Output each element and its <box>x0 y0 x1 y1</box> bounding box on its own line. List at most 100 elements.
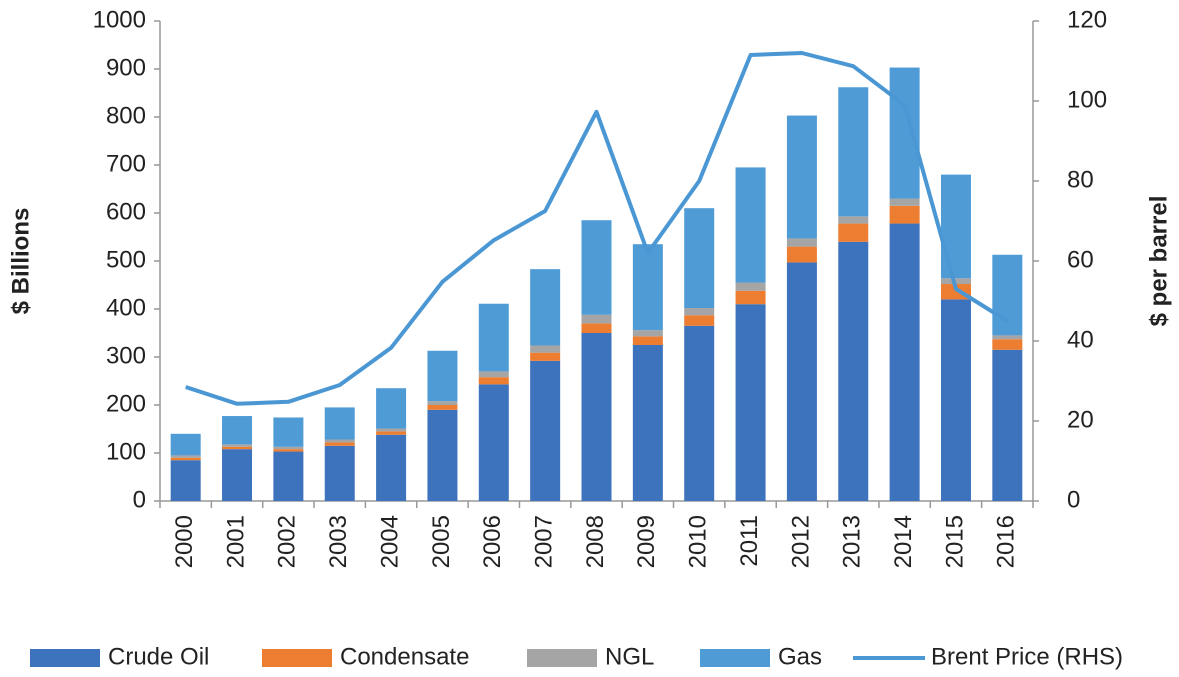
bar-segment <box>324 442 355 446</box>
bar-segment <box>940 174 971 279</box>
bar-segment <box>324 407 355 440</box>
x-tick-label: 2006 <box>479 515 506 568</box>
legend-label: Condensate <box>340 643 469 670</box>
y-axis-title: $ Billions <box>7 208 34 315</box>
bar-segment <box>273 417 304 447</box>
bar-segment <box>273 451 304 501</box>
bar-segment <box>889 223 920 501</box>
y2-tick-label: 40 <box>1067 326 1094 353</box>
bar-segment <box>735 290 766 305</box>
bar-segment <box>478 384 509 501</box>
bar-segment <box>632 336 663 345</box>
bar-segment <box>992 349 1023 501</box>
bar-segment <box>530 345 561 353</box>
line-series <box>185 51 1009 406</box>
bar-segment <box>684 208 715 309</box>
y-tick-label: 300 <box>106 342 146 369</box>
bar-segment <box>427 401 458 405</box>
y2-axis-title: $ per barrel <box>1145 196 1172 327</box>
x-tick-label: 2012 <box>787 515 814 568</box>
y2-tick-label: 120 <box>1067 6 1107 33</box>
bar-segment <box>222 446 253 450</box>
bar-segment <box>581 220 612 315</box>
y-tick-label: 600 <box>106 198 146 225</box>
y-tick-label: 0 <box>133 486 146 513</box>
x-tick-label: 2003 <box>325 515 352 568</box>
legend-swatch <box>700 649 770 667</box>
bar-segment <box>838 87 869 217</box>
y-tick-label: 800 <box>106 102 146 129</box>
bar-segment <box>838 216 869 224</box>
bar-segment <box>376 431 407 435</box>
bar-segment <box>786 115 817 239</box>
bar-segment <box>427 405 458 410</box>
x-tick-label: 2010 <box>685 515 712 568</box>
x-tick-label: 2001 <box>222 515 249 568</box>
bar-segment <box>684 308 715 316</box>
x-tick-label: 2008 <box>582 515 609 568</box>
bar-segment <box>632 330 663 337</box>
bar-segment <box>478 303 509 372</box>
x-tick-label: 2014 <box>890 515 917 568</box>
legend-label: Brent Price (RHS) <box>931 643 1123 670</box>
x-tick-label: 2013 <box>839 515 866 568</box>
bar-segment <box>992 254 1023 336</box>
x-tick-label: 2011 <box>736 515 763 567</box>
bar-segment <box>170 460 201 501</box>
y-tick-label: 900 <box>106 54 146 81</box>
bar-segment <box>324 439 355 443</box>
y2-tick-label: 20 <box>1067 406 1094 433</box>
x-tick-label: 2007 <box>530 515 557 568</box>
legend-swatch <box>527 649 597 667</box>
bar-segment <box>376 434 407 501</box>
legend-label: Crude Oil <box>108 643 209 670</box>
y2-tick-label: 0 <box>1067 486 1080 513</box>
bar-segment <box>632 244 663 331</box>
y-tick-label: 400 <box>106 294 146 321</box>
x-tick-label: 2002 <box>274 515 301 568</box>
bar-segment <box>170 457 201 461</box>
y2-tick-label: 80 <box>1067 166 1094 193</box>
legend-label: Gas <box>778 643 822 670</box>
bar-segment <box>735 282 766 291</box>
y-tick-label: 700 <box>106 150 146 177</box>
y-tick-label: 1000 <box>93 6 146 33</box>
bar-segment <box>838 241 869 502</box>
legend-swatch <box>262 649 332 667</box>
bar-segment <box>889 198 920 206</box>
bar-segment <box>530 269 561 346</box>
bar-segment <box>786 262 817 501</box>
x-tick-label: 2004 <box>376 515 403 568</box>
bar-segment <box>222 444 253 447</box>
bar-segment <box>786 246 817 263</box>
bar-segment <box>684 325 715 501</box>
x-tick-label: 2005 <box>428 515 455 568</box>
bar-segment <box>478 377 509 385</box>
bar-segment <box>889 205 920 224</box>
bar-segment <box>170 455 201 458</box>
bar-segment <box>273 449 304 452</box>
bar-segment <box>889 67 920 199</box>
bar-segment <box>273 446 304 450</box>
bar-segment <box>581 333 612 501</box>
bar-segment <box>376 428 407 432</box>
y2-tick-label: 60 <box>1067 246 1094 273</box>
x-tick-label: 2016 <box>993 515 1020 568</box>
x-tick-label: 2000 <box>171 515 198 568</box>
y-tick-label: 500 <box>106 246 146 273</box>
x-tick-label: 2015 <box>941 515 968 568</box>
bar-segment <box>940 278 971 285</box>
bar-segment <box>530 360 561 501</box>
bar-segment <box>170 433 201 456</box>
y-tick-label: 200 <box>106 390 146 417</box>
bar-segment <box>427 409 458 501</box>
bar-segment <box>992 339 1023 350</box>
bar-segment <box>427 350 458 402</box>
bar-segment <box>581 323 612 333</box>
bar-segment <box>222 416 253 445</box>
bar-segment <box>632 345 663 501</box>
y2-tick-label: 100 <box>1067 86 1107 113</box>
bar-segment <box>684 315 715 326</box>
bar-segment <box>735 167 766 283</box>
bar-segment <box>786 238 817 247</box>
